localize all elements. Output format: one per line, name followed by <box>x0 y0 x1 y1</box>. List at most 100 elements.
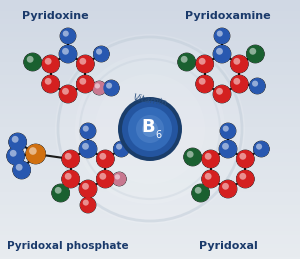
Circle shape <box>205 153 212 160</box>
Bar <box>0 215 300 220</box>
Circle shape <box>223 126 229 132</box>
Bar <box>0 85 300 91</box>
Bar <box>0 137 300 142</box>
Bar <box>0 20 300 26</box>
Circle shape <box>205 173 212 180</box>
Circle shape <box>216 48 223 55</box>
Circle shape <box>45 78 52 85</box>
Bar <box>0 46 300 52</box>
Circle shape <box>236 150 254 168</box>
Circle shape <box>45 58 52 65</box>
Bar <box>0 180 300 186</box>
Bar <box>0 116 300 121</box>
Circle shape <box>62 88 69 95</box>
Circle shape <box>220 123 236 139</box>
Circle shape <box>239 173 246 180</box>
Bar <box>0 185 300 190</box>
Circle shape <box>63 31 69 37</box>
Circle shape <box>99 153 106 160</box>
Circle shape <box>118 97 182 161</box>
Text: 6: 6 <box>155 130 161 140</box>
Circle shape <box>13 161 31 179</box>
Circle shape <box>65 153 72 160</box>
Circle shape <box>256 143 262 150</box>
Circle shape <box>103 80 119 96</box>
Circle shape <box>128 107 172 151</box>
Circle shape <box>115 174 120 179</box>
Circle shape <box>236 170 254 188</box>
Bar <box>0 206 300 212</box>
Circle shape <box>95 74 205 184</box>
Circle shape <box>222 143 229 150</box>
Circle shape <box>83 200 89 206</box>
Circle shape <box>216 88 223 95</box>
Circle shape <box>181 56 188 63</box>
Bar <box>0 42 300 47</box>
Bar <box>0 198 300 203</box>
Bar <box>0 224 300 229</box>
Circle shape <box>62 48 69 55</box>
Circle shape <box>7 147 25 165</box>
Circle shape <box>195 187 202 194</box>
Bar <box>0 64 300 69</box>
Circle shape <box>82 143 89 150</box>
Bar <box>0 107 300 112</box>
Circle shape <box>59 45 77 63</box>
Bar <box>0 51 300 56</box>
Bar <box>0 120 300 125</box>
Circle shape <box>99 173 106 180</box>
Circle shape <box>29 147 37 155</box>
Bar <box>0 111 300 117</box>
Circle shape <box>239 153 246 160</box>
Text: Pyridoxine: Pyridoxine <box>22 11 88 21</box>
Circle shape <box>196 75 214 93</box>
Circle shape <box>92 81 106 95</box>
Bar <box>0 176 300 181</box>
Bar <box>0 0 300 4</box>
Bar <box>0 241 300 246</box>
Bar <box>0 163 300 168</box>
Circle shape <box>80 58 86 65</box>
Circle shape <box>249 48 256 55</box>
Circle shape <box>9 133 27 151</box>
Circle shape <box>42 75 60 93</box>
Circle shape <box>93 46 109 62</box>
Circle shape <box>79 140 97 158</box>
Circle shape <box>16 164 22 171</box>
Circle shape <box>106 83 112 89</box>
Circle shape <box>96 48 102 55</box>
Bar <box>0 124 300 130</box>
Bar <box>0 3 300 9</box>
Text: Pyridoxal phosphate: Pyridoxal phosphate <box>7 241 129 251</box>
Circle shape <box>246 45 264 63</box>
Circle shape <box>10 150 16 157</box>
Bar <box>0 193 300 199</box>
Bar <box>0 68 300 73</box>
Text: Pyridoxal: Pyridoxal <box>199 241 257 251</box>
Circle shape <box>76 55 94 73</box>
Bar <box>0 16 300 21</box>
Bar <box>0 172 300 177</box>
Circle shape <box>252 81 258 87</box>
Circle shape <box>253 141 269 157</box>
Circle shape <box>142 121 158 137</box>
Bar <box>0 12 300 17</box>
Bar <box>0 228 300 233</box>
Circle shape <box>62 150 80 168</box>
Bar <box>0 159 300 164</box>
Bar <box>0 29 300 34</box>
Circle shape <box>80 197 96 213</box>
Circle shape <box>116 143 122 150</box>
Circle shape <box>217 31 223 37</box>
Bar <box>0 133 300 138</box>
Bar <box>0 103 300 108</box>
Circle shape <box>96 170 114 188</box>
Bar <box>0 128 300 134</box>
Circle shape <box>42 55 60 73</box>
Circle shape <box>233 78 240 85</box>
Bar <box>0 211 300 216</box>
Bar <box>0 249 300 255</box>
Text: Vitamin: Vitamin <box>132 93 168 109</box>
Circle shape <box>75 54 225 204</box>
Bar <box>0 236 300 242</box>
